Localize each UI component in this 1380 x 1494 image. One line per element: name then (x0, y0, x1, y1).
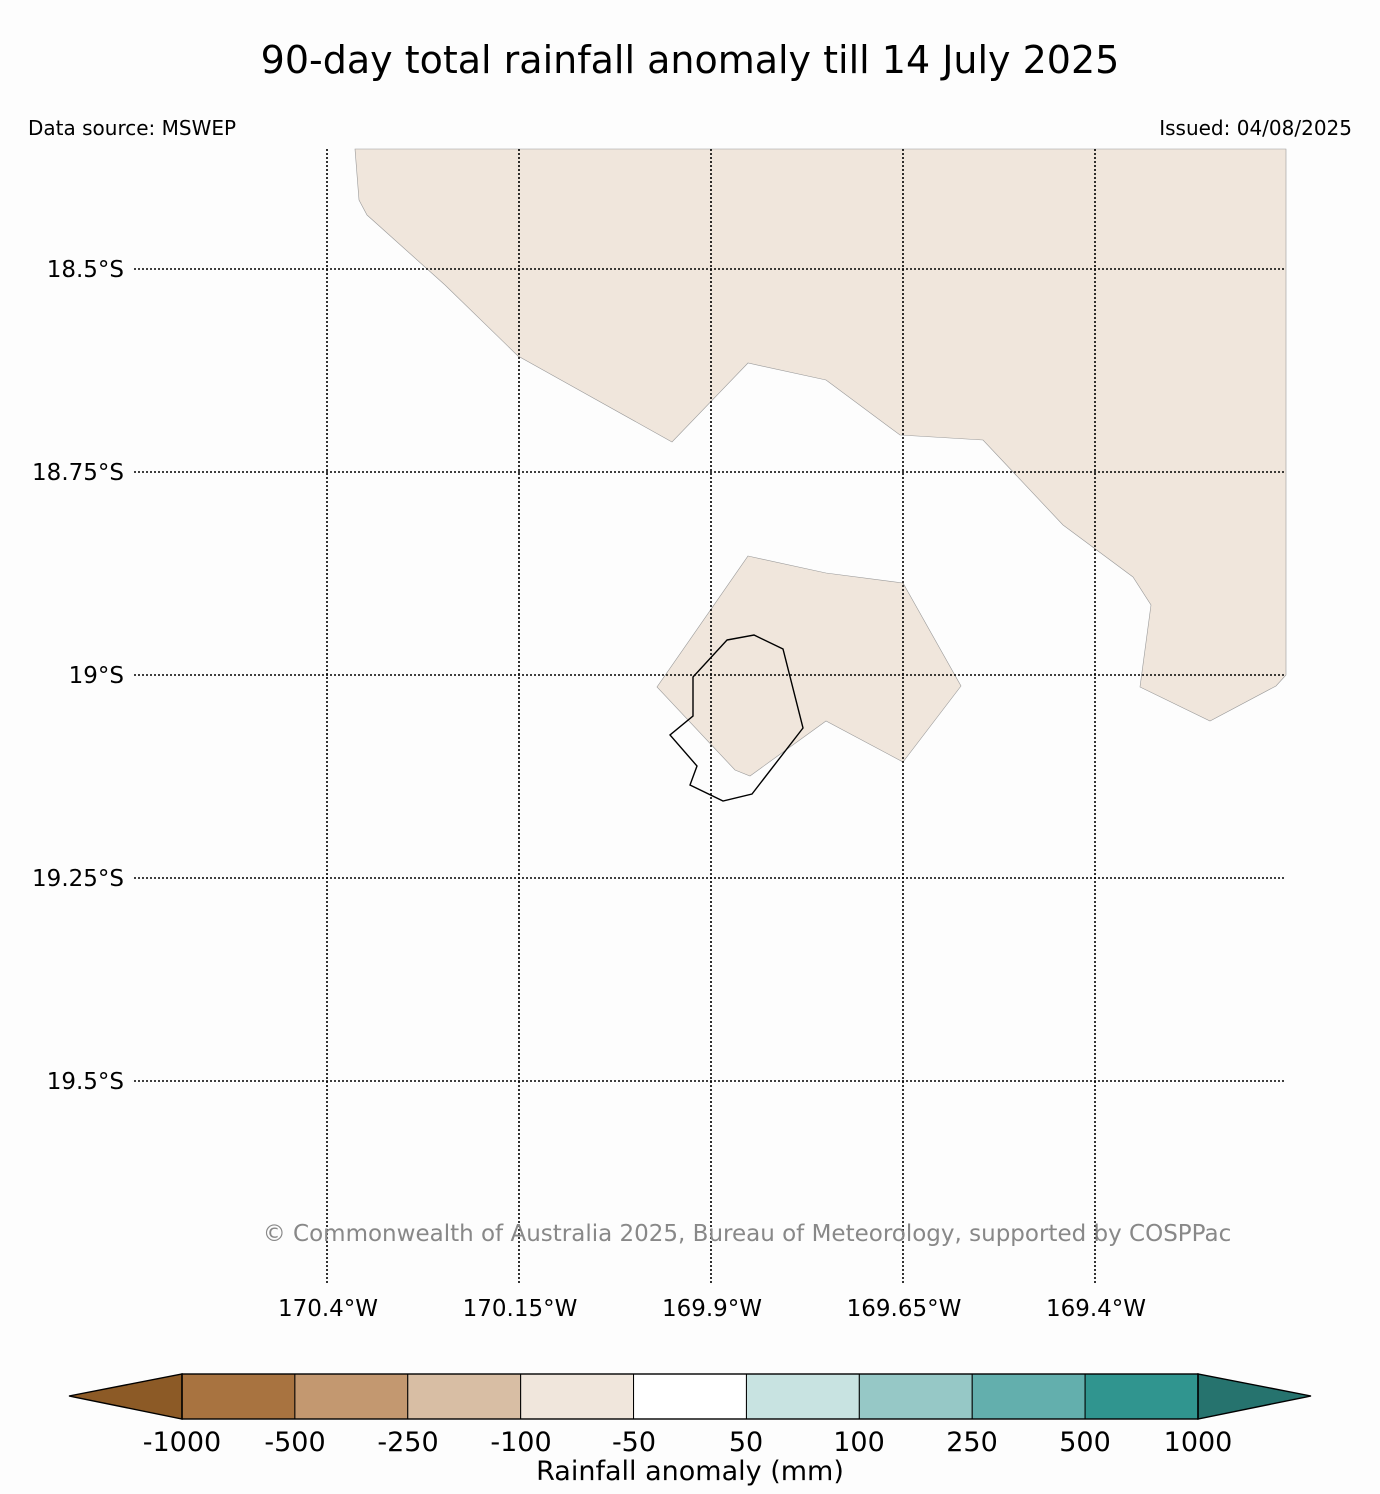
colorbar-extend-right-arrow (1197, 1373, 1312, 1420)
colorbar-swatch (1084, 1373, 1199, 1420)
anomaly-region-south (656, 555, 962, 777)
colorbar-tick-label: 250 (946, 1427, 998, 1458)
colorbar-tick-label: 1000 (1164, 1427, 1233, 1458)
anomaly-region-north (354, 148, 1287, 722)
colorbar-tick-label: -50 (612, 1427, 656, 1458)
colorbar-swatch (520, 1373, 635, 1420)
anomaly-regions (354, 148, 1287, 777)
lon-label: 169.65°W (847, 1296, 962, 1322)
colorbar-tick-label: -500 (264, 1427, 325, 1458)
colorbar-swatch (858, 1373, 973, 1420)
map-gridlines (134, 149, 1286, 1285)
colorbar-swatch (971, 1373, 1086, 1420)
colorbar-tick-label: -1000 (143, 1427, 221, 1458)
colorbar: -1000 -500 -250 -100 -50 50 100 250 500 … (68, 1373, 1312, 1487)
colorbar-tick-label: -250 (377, 1427, 438, 1458)
colorbar-swatch (407, 1373, 522, 1420)
colorbar-outline (181, 1373, 1199, 1420)
colorbar-swatch (633, 1373, 747, 1420)
copyright-notice: © Commonwealth of Australia 2025, Bureau… (263, 1221, 1232, 1247)
lon-labels: 170.4°W 170.15°W 169.9°W 169.65°W 169.4°… (278, 1296, 1146, 1322)
island-coastline (669, 634, 804, 802)
lon-label: 170.4°W (278, 1296, 378, 1322)
lon-label: 170.15°W (463, 1296, 578, 1322)
page-title: 90-day total rainfall anomaly till 14 Ju… (260, 38, 1120, 82)
colorbar-swatch (181, 1373, 296, 1420)
lat-label: 18.5°S (47, 257, 124, 283)
colorbar-swatch (745, 1373, 860, 1420)
colorbar-swatches (181, 1373, 1199, 1420)
issued-date-label: Issued: 04/08/2025 (1159, 116, 1352, 140)
colorbar-title: Rainfall anomaly (mm) (536, 1456, 844, 1487)
lat-label: 19°S (69, 663, 124, 689)
colorbar-tick-label: -100 (490, 1427, 551, 1458)
data-source-label: Data source: MSWEP (28, 116, 237, 140)
lon-label: 169.9°W (662, 1296, 762, 1322)
lat-label: 19.25°S (32, 866, 124, 892)
lat-label: 19.5°S (47, 1069, 124, 1095)
lon-label: 169.4°W (1046, 1296, 1146, 1322)
colorbar-swatch (294, 1373, 409, 1420)
colorbar-extend-left-arrow (68, 1373, 183, 1420)
colorbar-tick-label: 100 (833, 1427, 885, 1458)
lat-label: 18.75°S (32, 460, 124, 486)
colorbar-tick-label: 500 (1059, 1427, 1111, 1458)
lat-labels: 18.5°S 18.75°S 19°S 19.25°S 19.5°S (32, 257, 124, 1095)
colorbar-tick-label: 50 (729, 1427, 763, 1458)
colorbar-tick-labels: -1000 -500 -250 -100 -50 50 100 250 500 … (143, 1427, 1233, 1458)
